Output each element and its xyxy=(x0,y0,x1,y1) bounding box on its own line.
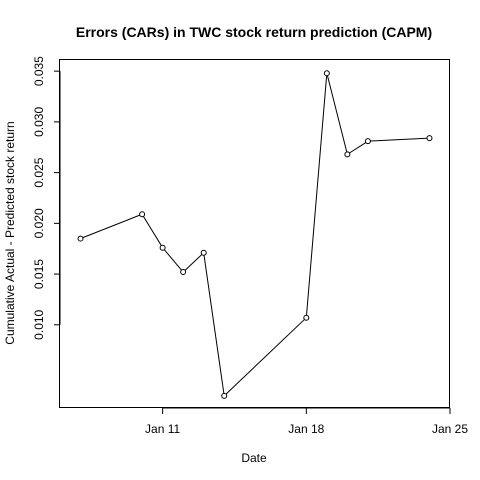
data-point xyxy=(364,138,371,145)
y-tick-label: 0.010 xyxy=(32,309,46,339)
data-point xyxy=(344,151,351,158)
y-tick-label: 0.035 xyxy=(32,56,46,86)
data-point xyxy=(77,235,84,242)
line-segment xyxy=(349,142,367,154)
y-tick-label: 0.020 xyxy=(32,208,46,238)
plot-frame xyxy=(59,59,450,408)
line-segment xyxy=(203,255,225,394)
y-axis: 0.010 0.015 0.020 0.025 0.030 0.035 xyxy=(32,56,61,340)
x-tick-label: Jan 25 xyxy=(432,422,468,436)
data-point xyxy=(180,269,187,276)
line-segment xyxy=(142,216,162,246)
line-segment xyxy=(184,254,203,271)
y-tick-label: 0.030 xyxy=(32,107,46,137)
data-point xyxy=(159,244,166,251)
data-point xyxy=(323,70,330,77)
data-point xyxy=(200,249,207,256)
data-point xyxy=(139,211,146,218)
line-segment xyxy=(225,319,305,395)
data-point xyxy=(303,314,310,321)
x-axis: Jan 11 Jan 18 Jan 25 xyxy=(145,407,468,436)
y-tick-label: 0.025 xyxy=(32,157,46,187)
y-tick-label: 0.015 xyxy=(32,259,46,289)
data-point xyxy=(221,392,228,399)
series-line xyxy=(77,70,433,399)
y-axis-label: Cumulative Actual - Predicted stock retu… xyxy=(3,121,17,344)
data-point xyxy=(426,135,433,142)
x-tick-label: Jan 18 xyxy=(288,422,324,436)
x-axis-label: Date xyxy=(241,451,267,465)
line-segment xyxy=(326,75,348,153)
line-segment xyxy=(370,137,428,142)
x-tick-label: Jan 11 xyxy=(145,422,180,436)
line-segment xyxy=(82,214,140,239)
chart-title: Errors (CARs) in TWC stock return predic… xyxy=(76,24,432,40)
line-segment xyxy=(306,75,328,316)
line-segment xyxy=(163,249,182,271)
